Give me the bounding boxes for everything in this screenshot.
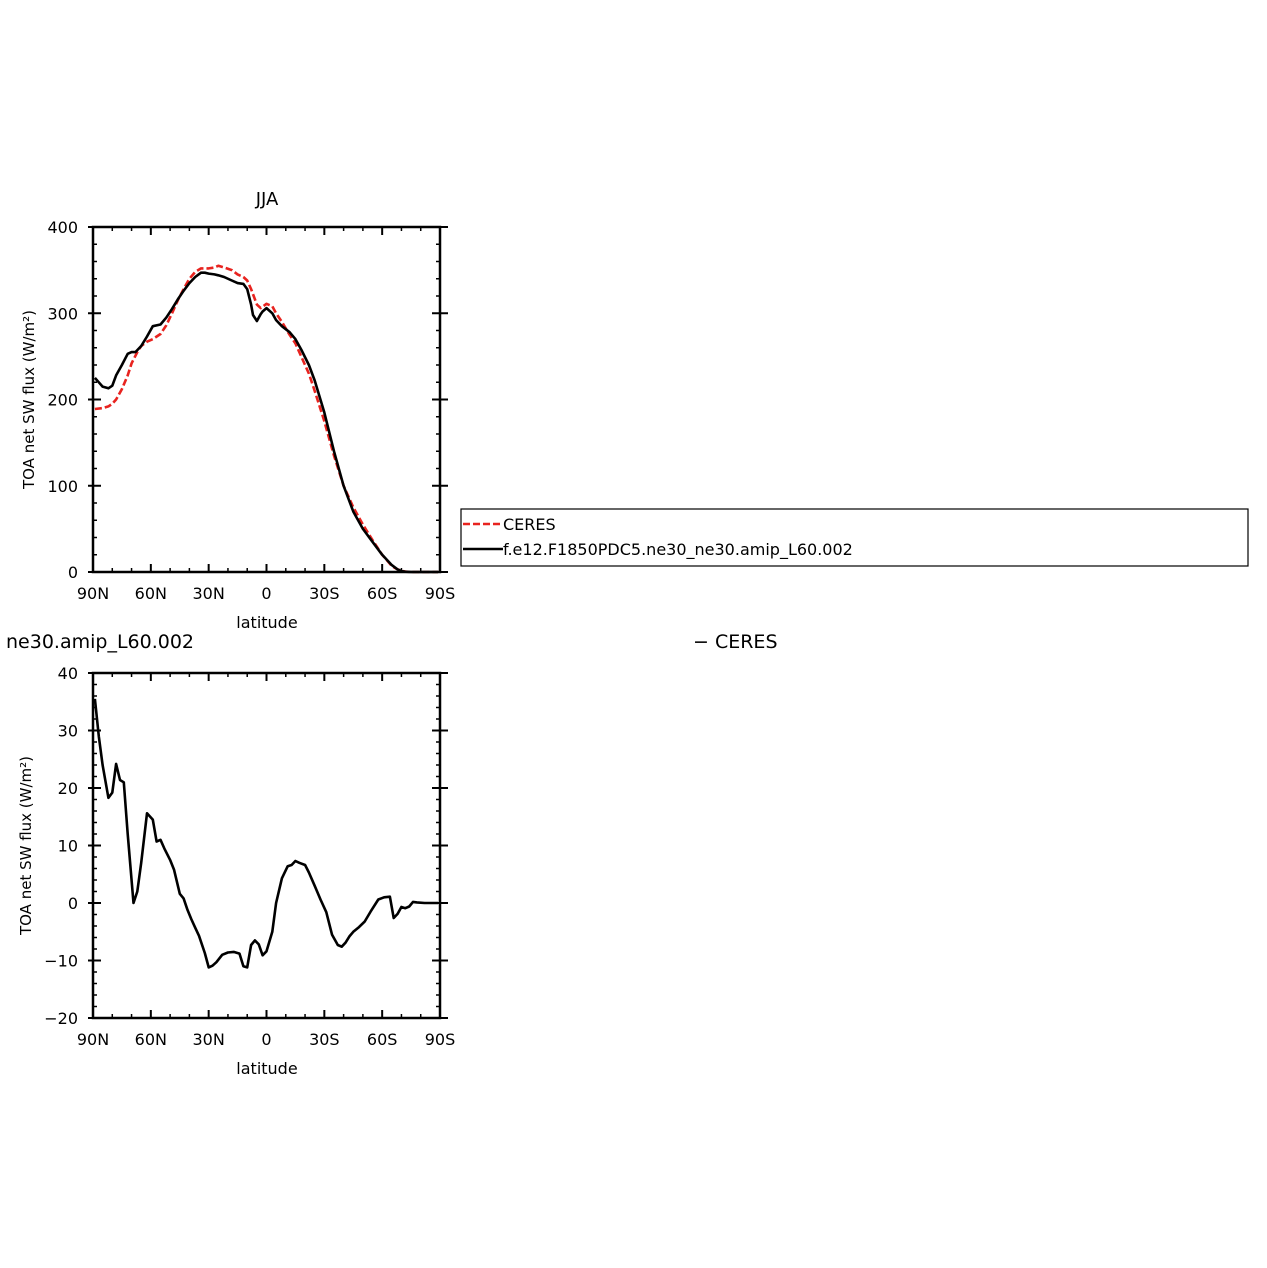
bottom-series-line-1 [93, 698, 439, 969]
bottom-x-axis-label: latitude [236, 1059, 297, 1078]
top-x-tick-label: 30S [309, 584, 340, 603]
bottom-x-tick-label: 0 [261, 1030, 271, 1049]
bottom-panel-subtitle: − CERES [693, 631, 778, 653]
top-panel-title: JJA [255, 189, 279, 210]
bottom-x-tick-label: 30N [193, 1030, 225, 1049]
bottom-x-tick-label: 60N [135, 1030, 167, 1049]
bottom-panel-title: ne30.amip_L60.002 [6, 631, 194, 653]
top-y-tick-label: 100 [47, 477, 78, 496]
bottom-y-tick-label: 30 [58, 722, 78, 741]
top-x-tick-label: 0 [261, 584, 271, 603]
top-axis-ticks: 90N 60N 30N 0 30S 60S 90S 0 100 200 300 400 [47, 218, 455, 603]
top-x-axis-label: latitude [236, 613, 297, 632]
top-series-group [93, 264, 439, 574]
top-y-tick-label: 0 [68, 563, 78, 582]
bottom-panel: ne30.amip_L60.002 − CERES 90N 60N 30N 0 30S 6… [6, 631, 778, 1078]
bottom-x-tick-label: 90N [77, 1030, 109, 1049]
top-x-tick-label: 60N [135, 584, 167, 603]
legend-label-ceres: CERES [503, 515, 556, 534]
bottom-y-tick-label: 40 [58, 664, 78, 683]
top-y-tick-label: 300 [47, 304, 78, 323]
top-series-line-1 [94, 264, 439, 574]
top-x-tick-label: 60S [367, 584, 398, 603]
bottom-y-tick-label: 10 [58, 837, 78, 856]
legend-label-model: f.e12.F1850PDC5.ne30_ne30.amip_L60.002 [503, 540, 853, 560]
top-plot-frame [91, 225, 442, 574]
top-series-line-2 [93, 271, 439, 574]
legend: CERES f.e12.F1850PDC5.ne30_ne30.amip_L60… [460, 508, 1249, 567]
bottom-y-tick-label: 20 [58, 779, 78, 798]
bottom-x-tick-label: 30S [309, 1030, 340, 1049]
bottom-y-tick-label: 0 [68, 894, 78, 913]
top-x-tick-label: 90N [77, 584, 109, 603]
top-y-axis-label: TOA net SW flux (W/m²) [20, 310, 38, 490]
bottom-y-tick-label: −20 [44, 1009, 78, 1028]
top-x-tick-label: 30N [193, 584, 225, 603]
bottom-plot-frame [91, 671, 442, 1020]
bottom-series-group [93, 698, 439, 969]
bottom-x-tick-label: 60S [367, 1030, 398, 1049]
bottom-axis-ticks: 90N 60N 30N 0 30S 60S 90S −20 −10 0 10 20 30 40 [44, 664, 455, 1049]
bottom-y-tick-label: −10 [44, 952, 78, 971]
bottom-x-tick-label: 90S [425, 1030, 456, 1049]
top-x-tick-label: 90S [425, 584, 456, 603]
legend-box [460, 508, 1249, 567]
bottom-y-axis-label: TOA net SW flux (W/m²) [17, 756, 35, 936]
top-panel: JJA 90N 60N 30N 0 30S 60S 90S 0 100 200 300 400 lat… [20, 189, 455, 632]
top-y-tick-label: 400 [47, 218, 78, 237]
top-y-tick-label: 200 [47, 391, 78, 410]
